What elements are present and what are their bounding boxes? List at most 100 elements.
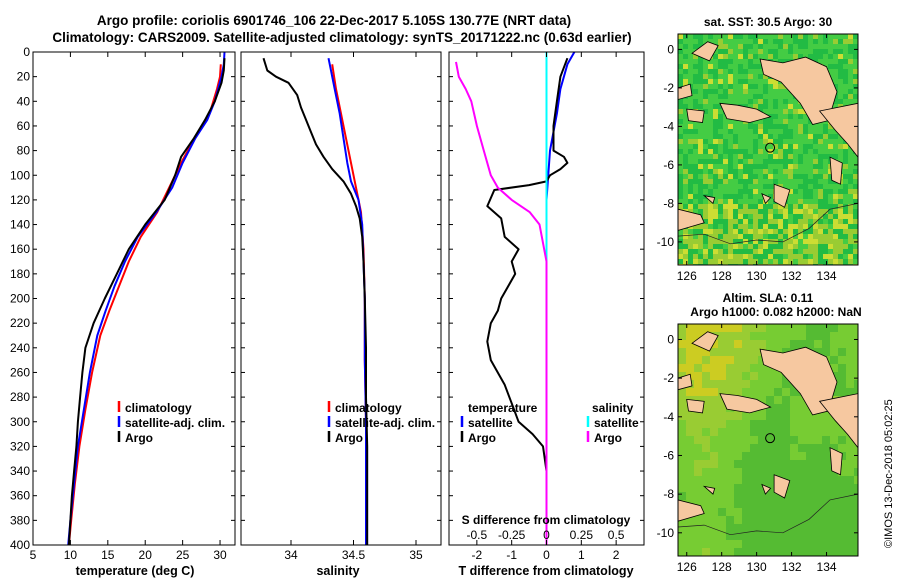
map-cell: [838, 340, 847, 349]
land-mass: [702, 195, 716, 205]
map-cell: [790, 428, 799, 437]
map-cell: [848, 199, 854, 205]
map-cell: [798, 164, 804, 170]
map-cell: [703, 34, 709, 40]
map-cell: [758, 259, 764, 265]
map-cell: [773, 144, 779, 150]
map-cell: [694, 460, 703, 469]
map-cell: [808, 184, 814, 190]
map-cell: [728, 244, 734, 250]
map-cell: [818, 209, 824, 215]
series-line-climatology: [67, 64, 222, 546]
map-cell: [823, 154, 829, 160]
map-cell: [718, 492, 727, 501]
map-cell: [813, 184, 819, 190]
map-cell: [743, 44, 749, 50]
map-cell: [702, 388, 711, 397]
map-cell: [694, 492, 703, 501]
map-cell: [793, 44, 799, 50]
map-cell: [803, 249, 809, 255]
map-cell: [803, 144, 809, 150]
map-cell: [753, 149, 759, 155]
map-cell: [678, 204, 684, 210]
map-cell: [726, 468, 735, 477]
map-cell: [694, 468, 703, 477]
map-cell: [688, 39, 694, 45]
map-cell: [830, 332, 839, 341]
map-cell: [828, 204, 834, 210]
map-cell: [766, 500, 775, 509]
map-cell: [783, 104, 789, 110]
map-cell: [843, 199, 849, 205]
map-cell: [753, 224, 759, 230]
map-cell: [738, 179, 744, 185]
map-cell: [813, 249, 819, 255]
map-cell: [738, 159, 744, 165]
map-cell: [854, 492, 858, 501]
map-cell: [783, 234, 789, 240]
map-cell: [766, 548, 775, 556]
map-cell: [848, 244, 854, 250]
map-cell: [822, 492, 831, 501]
map-cell: [738, 219, 744, 225]
map-cell: [853, 184, 858, 190]
map-cell: [793, 149, 799, 155]
map-cell: [808, 154, 814, 160]
map-cell: [813, 34, 819, 40]
map-cell: [793, 179, 799, 185]
map-cell: [702, 380, 711, 389]
land-mass: [686, 398, 705, 414]
map-cell: [710, 380, 719, 389]
land-mass: [678, 208, 705, 231]
map-cell: [718, 234, 724, 240]
map-cell: [718, 396, 727, 405]
map-cell: [738, 54, 744, 60]
map-cell: [766, 524, 775, 533]
map-cell: [848, 74, 854, 80]
map-cell: [768, 104, 774, 110]
map-cell: [778, 104, 784, 110]
map-cell: [688, 74, 694, 80]
map-cell: [733, 209, 739, 215]
map-cell: [723, 254, 729, 260]
map-cell: [838, 548, 847, 556]
map-cell: [823, 119, 829, 125]
map-cell: [743, 74, 749, 80]
map-cell: [843, 34, 849, 40]
map-cell: [798, 104, 804, 110]
map-cell: [798, 508, 807, 517]
map-cell: [838, 476, 847, 485]
map-cell: [726, 548, 735, 556]
map-cell: [813, 169, 819, 175]
map-cell: [683, 234, 689, 240]
map-cell: [686, 460, 695, 469]
map-cell: [678, 548, 687, 556]
map-cell: [733, 224, 739, 230]
map-cell: [708, 184, 714, 190]
map-cell: [698, 159, 704, 165]
map-cell: [713, 119, 719, 125]
map-cell: [814, 348, 823, 357]
map-cell: [766, 420, 775, 429]
map-cell: [703, 174, 709, 180]
land-mass: [761, 193, 772, 205]
map-cell: [708, 254, 714, 260]
map-cell: [753, 124, 759, 130]
map-cell: [738, 79, 744, 85]
map-cell: [818, 164, 824, 170]
map-cell: [738, 134, 744, 140]
map-cell: [748, 139, 754, 145]
map-cell: [806, 324, 815, 333]
map-cell: [686, 428, 695, 437]
map-cell: [768, 34, 774, 40]
map-cell: [790, 444, 799, 453]
depth-tick-label: 220: [10, 316, 30, 330]
map-cell: [854, 348, 858, 357]
map-cell: [718, 139, 724, 145]
map-cell: [688, 104, 694, 110]
map-cell: [854, 364, 858, 373]
temperature-axes: 0204060801001201401601802002202402602803…: [10, 45, 235, 562]
map-cell: [818, 254, 824, 260]
map-cell: [708, 214, 714, 220]
map-cell: [783, 129, 789, 135]
